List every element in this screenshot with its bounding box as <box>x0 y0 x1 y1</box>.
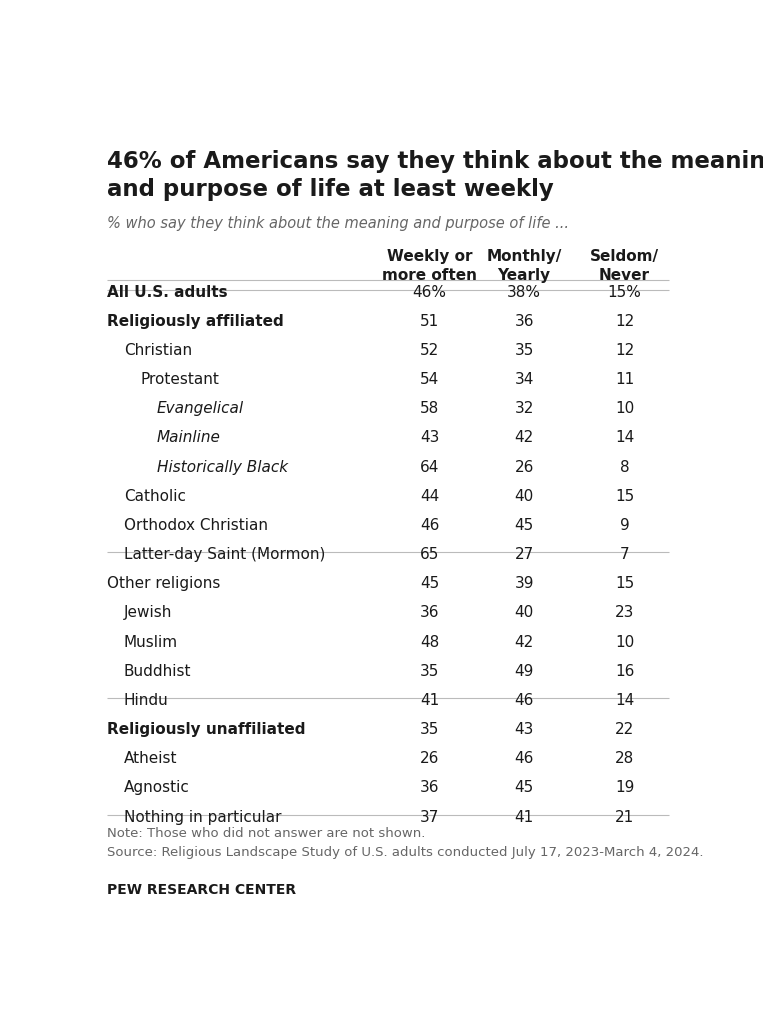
Text: Note: Those who did not answer are not shown.
Source: Religious Landscape Study : Note: Those who did not answer are not s… <box>107 826 703 859</box>
Text: 15: 15 <box>615 488 634 504</box>
Text: 10: 10 <box>615 635 634 649</box>
Text: 10: 10 <box>615 401 634 416</box>
Text: 36: 36 <box>420 605 439 621</box>
Text: 43: 43 <box>420 430 439 445</box>
Text: 34: 34 <box>514 372 534 387</box>
Text: 43: 43 <box>514 722 534 737</box>
Text: 41: 41 <box>514 810 533 824</box>
Text: 23: 23 <box>615 605 634 621</box>
Text: Protestant: Protestant <box>140 372 219 387</box>
Text: Christian: Christian <box>124 343 192 357</box>
Text: Weekly or
more often: Weekly or more often <box>382 249 477 283</box>
Text: 35: 35 <box>420 664 439 679</box>
Text: 27: 27 <box>514 547 533 562</box>
Text: Historically Black: Historically Black <box>157 460 288 474</box>
Text: 15%: 15% <box>607 285 642 299</box>
Text: Atheist: Atheist <box>124 752 177 766</box>
Text: 64: 64 <box>420 460 439 474</box>
Text: 35: 35 <box>420 722 439 737</box>
Text: 49: 49 <box>514 664 534 679</box>
Text: 9: 9 <box>620 518 629 532</box>
Text: 42: 42 <box>514 430 533 445</box>
Text: 14: 14 <box>615 430 634 445</box>
Text: Latter-day Saint (Mormon): Latter-day Saint (Mormon) <box>124 547 325 562</box>
Text: 40: 40 <box>514 605 533 621</box>
Text: 46: 46 <box>514 693 534 708</box>
Text: 46% of Americans say they think about the meaning
and purpose of life at least w: 46% of Americans say they think about th… <box>107 151 763 201</box>
Text: 38%: 38% <box>507 285 541 299</box>
Text: 51: 51 <box>420 313 439 329</box>
Text: 16: 16 <box>615 664 634 679</box>
Text: 52: 52 <box>420 343 439 357</box>
Text: 41: 41 <box>420 693 439 708</box>
Text: Religiously unaffiliated: Religiously unaffiliated <box>107 722 306 737</box>
Text: 26: 26 <box>514 460 534 474</box>
Text: % who say they think about the meaning and purpose of life ...: % who say they think about the meaning a… <box>107 216 569 231</box>
Text: 37: 37 <box>420 810 439 824</box>
Text: All U.S. adults: All U.S. adults <box>107 285 228 299</box>
Text: Nothing in particular: Nothing in particular <box>124 810 282 824</box>
Text: 19: 19 <box>615 780 634 796</box>
Text: Muslim: Muslim <box>124 635 178 649</box>
Text: 54: 54 <box>420 372 439 387</box>
Text: Hindu: Hindu <box>124 693 169 708</box>
Text: 21: 21 <box>615 810 634 824</box>
Text: 35: 35 <box>514 343 534 357</box>
Text: 15: 15 <box>615 577 634 591</box>
Text: 45: 45 <box>514 780 533 796</box>
Text: Seldom/
Never: Seldom/ Never <box>590 249 659 283</box>
Text: 48: 48 <box>420 635 439 649</box>
Text: 12: 12 <box>615 313 634 329</box>
Text: 65: 65 <box>420 547 439 562</box>
Text: 14: 14 <box>615 693 634 708</box>
Text: Agnostic: Agnostic <box>124 780 190 796</box>
Text: Evangelical: Evangelical <box>157 401 244 416</box>
Text: Monthly/
Yearly: Monthly/ Yearly <box>486 249 562 283</box>
Text: Religiously affiliated: Religiously affiliated <box>107 313 284 329</box>
Text: 45: 45 <box>514 518 533 532</box>
Text: 8: 8 <box>620 460 629 474</box>
Text: 11: 11 <box>615 372 634 387</box>
Text: 36: 36 <box>420 780 439 796</box>
Text: 12: 12 <box>615 343 634 357</box>
Text: 45: 45 <box>420 577 439 591</box>
Text: PEW RESEARCH CENTER: PEW RESEARCH CENTER <box>107 884 296 897</box>
Text: 44: 44 <box>420 488 439 504</box>
Text: Orthodox Christian: Orthodox Christian <box>124 518 268 532</box>
Text: 46: 46 <box>514 752 534 766</box>
Text: 40: 40 <box>514 488 533 504</box>
Text: Buddhist: Buddhist <box>124 664 192 679</box>
Text: 36: 36 <box>514 313 534 329</box>
Text: 46%: 46% <box>413 285 446 299</box>
Text: 7: 7 <box>620 547 629 562</box>
Text: 39: 39 <box>514 577 534 591</box>
Text: 42: 42 <box>514 635 533 649</box>
Text: 32: 32 <box>514 401 534 416</box>
Text: Catholic: Catholic <box>124 488 185 504</box>
Text: Jewish: Jewish <box>124 605 172 621</box>
Text: Mainline: Mainline <box>157 430 221 445</box>
Text: 46: 46 <box>420 518 439 532</box>
Text: 22: 22 <box>615 722 634 737</box>
Text: 58: 58 <box>420 401 439 416</box>
Text: 26: 26 <box>420 752 439 766</box>
Text: Other religions: Other religions <box>107 577 221 591</box>
Text: 28: 28 <box>615 752 634 766</box>
